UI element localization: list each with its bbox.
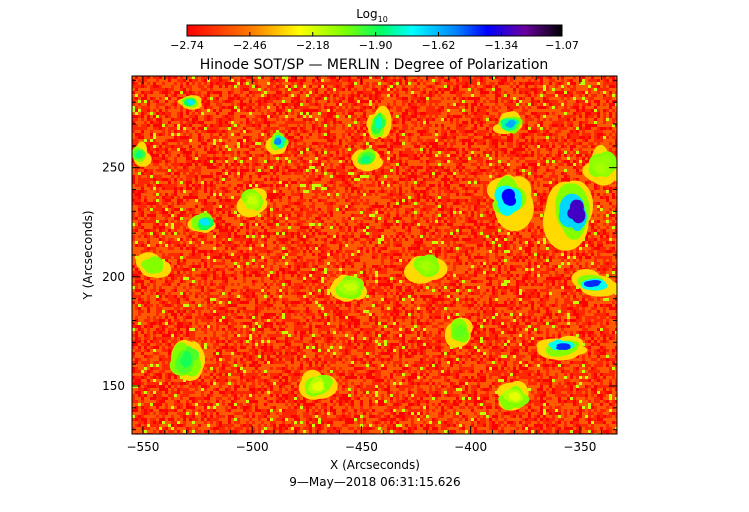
polarization-region <box>187 212 216 233</box>
x-axis-label: X (Arcseconds) <box>330 458 420 472</box>
x-tick-label: −450 <box>345 440 378 454</box>
colorbar <box>186 24 563 37</box>
polarization-region <box>404 254 448 284</box>
y-axis-label: Y (Arcseconds) <box>81 210 95 300</box>
x-tick-label: −400 <box>454 440 487 454</box>
polarization-region <box>351 148 383 172</box>
colorbar-label: Log10 <box>356 7 388 24</box>
polarization-region <box>265 132 289 155</box>
heatmap-texture <box>132 76 617 434</box>
y-tick-label: 200 <box>102 270 125 284</box>
polarization-region <box>486 174 534 232</box>
y-axis-ticks: 150 200 250 <box>102 79 617 431</box>
colorbar-tick-label: −1.34 <box>485 39 519 52</box>
colorbar-tick-label: −2.18 <box>296 39 330 52</box>
timestamp: 9—May—2018 06:31:15.626 <box>289 475 460 489</box>
colorbar-tick-label: −2.74 <box>170 39 204 52</box>
y-tick-label: 150 <box>102 379 125 393</box>
polarization-region <box>132 141 152 167</box>
polarization-region <box>444 317 473 348</box>
polarization-region <box>571 269 617 297</box>
polarization-region <box>298 369 338 400</box>
colorbar-tick-label: −1.90 <box>359 39 393 52</box>
polarization-region <box>496 380 530 411</box>
polarization-region <box>582 145 617 186</box>
x-tick-label: −500 <box>236 440 269 454</box>
colorbar-ticks: −2.74 −2.46 −2.18 −1.90 −1.62 −1.34 −1.07 <box>170 32 579 52</box>
polarization-region <box>169 339 206 382</box>
polarization-region <box>366 105 392 140</box>
colorbar-tick-label: −1.07 <box>545 39 579 52</box>
x-tick-label: −350 <box>563 440 596 454</box>
polarization-region <box>329 274 367 302</box>
polarization-region <box>536 335 588 361</box>
polarization-region <box>492 111 523 135</box>
x-tick-label: −550 <box>126 440 159 454</box>
polarization-region <box>543 180 594 251</box>
polarization-region <box>236 187 268 218</box>
polarization-region <box>135 252 172 278</box>
y-tick-label: 250 <box>102 161 125 175</box>
polarization-region <box>177 95 202 110</box>
colorbar-tick-label: −2.46 <box>233 39 267 52</box>
colorbar-tick-label: −1.62 <box>422 39 456 52</box>
plot-area <box>132 76 617 434</box>
chart-title: Hinode SOT/SP — MERLIN : Degree of Polar… <box>200 57 549 73</box>
x-axis-ticks: −550 −500 −450 −400 −350 <box>126 76 603 454</box>
